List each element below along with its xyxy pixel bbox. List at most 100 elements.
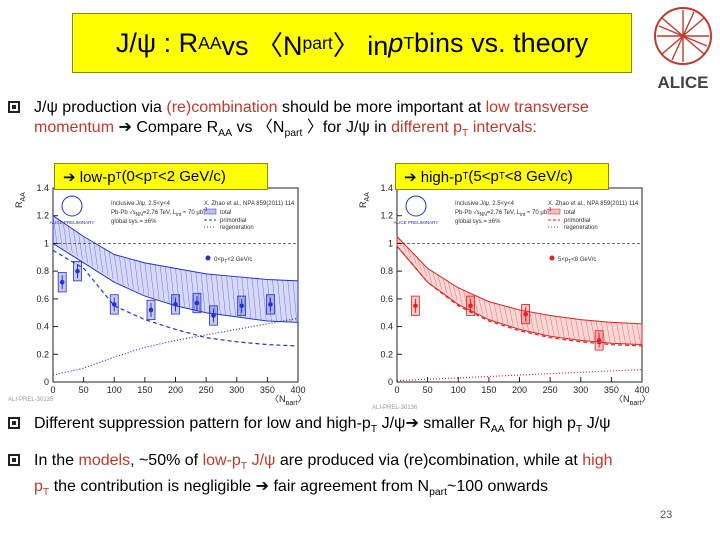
legend-total-label: total	[220, 210, 231, 216]
band-hatch	[509, 307, 514, 327]
y-tick-label: 0.8	[380, 266, 393, 276]
band-hatch	[159, 265, 165, 301]
band-hatch	[180, 269, 185, 307]
band-hatch	[534, 312, 540, 333]
band-hatch	[626, 323, 631, 344]
band-hatch	[560, 316, 565, 338]
bullet-marker-icon	[8, 417, 20, 429]
x-tick-label: 300	[229, 385, 244, 395]
legend-regeneration-label: regeneration	[220, 225, 254, 231]
data-point	[75, 268, 80, 274]
chart-low-pt: 0 0.2 0.4 0.6 0.8 1 1.2 1.4 0 50 100 150 200 250 300 35…	[14, 183, 307, 405]
band-hatch	[292, 280, 298, 323]
legend-series-marker	[205, 255, 211, 261]
band-hatch	[98, 245, 104, 273]
arrow-icon: ➔	[255, 478, 270, 496]
y-tick-label: 0.2	[36, 349, 49, 359]
band-hatch	[190, 271, 196, 310]
plot-frame	[52, 187, 299, 383]
y-tick-label: 0	[388, 377, 393, 387]
band-hatch	[78, 232, 83, 260]
x-tick-label: 50	[423, 385, 433, 395]
band-hatch	[119, 255, 124, 285]
y-tick-label: 0.4	[36, 322, 49, 332]
x-tick-label: 400	[290, 385, 305, 395]
legend-line2: Pb-Pb √sNN=2.76 TeV, Lint ≈ 70 μb-1	[111, 207, 208, 218]
band-hatch	[185, 270, 190, 309]
tag-low-pt: ➔ low-p T (0<p T <2 GeV/c)	[54, 163, 268, 190]
legend-series-marker	[549, 255, 555, 261]
y-tick-label: 1.4	[36, 183, 49, 193]
legend-primordial-label: primordial	[220, 218, 246, 224]
x-tick-label: 200	[168, 385, 183, 395]
band-hatch	[200, 272, 206, 312]
legend-total-swatch	[547, 208, 561, 215]
band-hatch	[144, 262, 150, 297]
y-tick-label: 1	[44, 238, 49, 248]
band-hatch	[458, 287, 463, 305]
band-hatch	[437, 274, 443, 290]
bullet-2: Different suppression pattern for low an…	[8, 414, 712, 440]
band-hatch	[175, 268, 180, 306]
theory-regeneration-line	[52, 317, 299, 376]
band-hatch	[585, 320, 591, 341]
y-axis-label-sub: AA	[364, 192, 371, 202]
band-hatch	[134, 260, 139, 292]
band-hatch	[636, 323, 642, 345]
legend-line2: Pb-Pb √sNN=2.76 TeV, Lint ≈ 70 μb-1	[455, 207, 552, 218]
chart-high-pt: 0 0.2 0.4 0.6 0.8 1 1.2 1.4 0 50 100 150 200 250 300 35…	[358, 183, 651, 405]
legend-reference: X. Zhao et al., NPA 859(2011) 114	[548, 201, 639, 207]
band-hatch	[422, 262, 427, 277]
alice-star-logo-icon: ALICE	[654, 7, 712, 92]
band-hatch	[68, 226, 73, 254]
band-hatch	[57, 219, 63, 247]
data-point	[596, 338, 602, 343]
band-hatch	[62, 222, 68, 250]
band-hatch	[611, 322, 616, 344]
band-hatch	[483, 299, 489, 318]
band-hatch	[236, 276, 241, 317]
y-tick-label: 1.4	[380, 183, 393, 193]
band-hatch	[432, 271, 437, 286]
band-hatch	[565, 317, 570, 339]
data-point	[268, 302, 273, 307]
data-point	[111, 302, 117, 307]
data-point	[239, 303, 244, 309]
y-axis-label-sub: AA	[20, 192, 27, 202]
band-hatch	[575, 318, 580, 340]
x-tick-label: 250	[543, 385, 558, 395]
legend-global-sys: global sys.= ±6%	[111, 219, 157, 225]
x-axis-label-tail: 〉	[642, 394, 651, 404]
band-hatch	[427, 268, 432, 283]
band-hatch	[124, 257, 129, 287]
band-hatch	[195, 272, 201, 311]
tag-high-pt: ➔ high-p T (5<p T <8 GeV/c)	[395, 163, 609, 190]
band-hatch	[447, 281, 453, 298]
x-tick-label: 250	[199, 385, 214, 395]
band-hatch	[478, 296, 483, 315]
band-hatch	[154, 264, 160, 300]
band-hatch	[580, 319, 585, 341]
data-point	[413, 303, 418, 309]
y-tick-label: 1.2	[380, 211, 393, 221]
x-axis-label-tail: 〉	[298, 394, 307, 404]
x-tick-label: 350	[604, 385, 619, 395]
band-hatch	[83, 236, 88, 263]
x-tick-label: 200	[512, 385, 527, 395]
band-hatch	[277, 279, 282, 322]
data-point	[59, 279, 65, 285]
preliminary-label: ALICE PRELIMINARY	[394, 220, 439, 225]
legend-total-label: total	[564, 210, 575, 216]
band-hatch	[514, 308, 519, 328]
x-tick-label: 300	[573, 385, 588, 395]
band-hatch	[114, 254, 119, 283]
y-tick-label: 0.2	[380, 349, 393, 359]
band-hatch	[529, 311, 534, 332]
y-tick-label: 1.2	[36, 211, 49, 221]
band-hatch	[256, 278, 262, 320]
plot-frame	[396, 187, 643, 383]
band-hatch	[129, 258, 134, 290]
band-hatch	[108, 251, 114, 280]
band-hatch	[539, 313, 545, 335]
